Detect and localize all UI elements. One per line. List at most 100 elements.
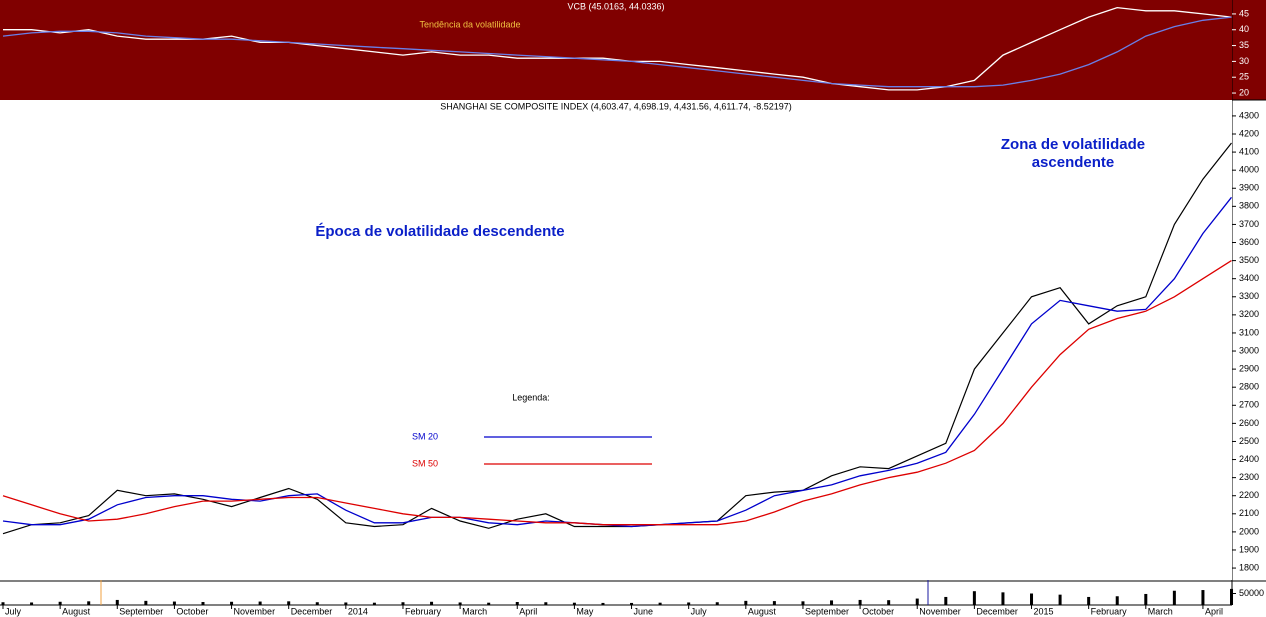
volume-bar	[1115, 596, 1119, 605]
volume-bar	[344, 602, 348, 605]
y-tick-label: 2200	[1239, 490, 1259, 500]
legend-label: SM 50	[412, 458, 438, 468]
series-line	[2, 196, 1233, 528]
y-tick-label: 3100	[1239, 327, 1259, 337]
y-tick-label: 2600	[1239, 418, 1259, 428]
x-tick-label: July	[691, 606, 708, 616]
series-line	[2, 260, 1232, 526]
volume-bar	[1030, 593, 1034, 605]
plot-bg	[0, 100, 1232, 580]
volume-bar	[30, 602, 34, 605]
y-tick-label: 25	[1239, 72, 1249, 82]
volume-bar	[144, 600, 148, 605]
y-tick-label: 30	[1239, 56, 1249, 66]
volume-bar	[315, 602, 319, 605]
x-tick-label: August	[62, 606, 91, 616]
volume-bar	[630, 602, 634, 605]
volume-bar	[258, 601, 262, 605]
volume-bar	[1201, 590, 1205, 605]
chart-title: SHANGHAI SE COMPOSITE INDEX (4,603.47, 4…	[440, 101, 792, 111]
x-tick-label: May	[576, 606, 594, 616]
volume-bar	[87, 601, 91, 605]
chart-title: VCB (45.0163, 44.0336)	[567, 1, 664, 11]
x-tick-label: March	[462, 606, 487, 616]
volume-bar	[915, 598, 919, 605]
volume-bar	[172, 601, 176, 605]
x-tick-label: October	[862, 606, 894, 616]
volume-bar	[515, 602, 519, 605]
legend-label: SM 20	[412, 431, 438, 441]
volume-bar	[744, 600, 748, 605]
annotation: Época de volatilidade descendente	[315, 223, 565, 240]
y-tick-label: 3800	[1239, 201, 1259, 211]
volume-bar	[487, 602, 491, 605]
y-tick-label: 4000	[1239, 165, 1259, 175]
volume-bar	[430, 601, 434, 605]
volume-bar	[601, 602, 605, 605]
y-tick-label: 3200	[1239, 309, 1259, 319]
volume-bar	[58, 601, 62, 605]
y-tick-label: 2700	[1239, 400, 1259, 410]
plot-bg	[0, 0, 1232, 100]
y-tick-label: 20	[1239, 87, 1249, 97]
y-tick-label: 2000	[1239, 526, 1259, 536]
x-tick-label: September	[119, 606, 163, 616]
x-tick-label: April	[1205, 606, 1223, 616]
y-tick-label: 3000	[1239, 345, 1259, 355]
y-tick-label: 50000	[1239, 588, 1264, 598]
volume-bar	[830, 600, 834, 605]
series-line	[2, 16, 1232, 88]
y-tick-label: 2900	[1239, 363, 1259, 373]
x-tick-label: September	[805, 606, 849, 616]
x-tick-label: June	[634, 606, 654, 616]
y-tick-label: 1800	[1239, 562, 1259, 572]
y-tick-label: 2400	[1239, 454, 1259, 464]
x-tick-label: February	[1091, 606, 1128, 616]
x-tick-label: 2014	[348, 606, 368, 616]
y-tick-label: 3900	[1239, 183, 1259, 193]
volume-bar	[801, 601, 805, 605]
y-tick-label: 45	[1239, 8, 1249, 18]
legend-title: Legenda:	[512, 392, 550, 402]
volume-bar	[1058, 594, 1062, 605]
volume-bar	[372, 602, 376, 605]
annotation: Zona de volatilidade ascendente	[1000, 136, 1146, 171]
volume-bar	[572, 602, 576, 605]
y-tick-label: 2800	[1239, 382, 1259, 392]
volume-bar	[401, 602, 405, 605]
volume-bar	[544, 602, 548, 605]
volume-bar	[944, 596, 948, 605]
x-tick-label: April	[519, 606, 537, 616]
volume-bar	[1001, 592, 1005, 605]
y-tick-label: 4300	[1239, 110, 1259, 120]
y-tick-label: 4200	[1239, 128, 1259, 138]
volume-bar	[687, 602, 691, 605]
y-tick-label: 2500	[1239, 436, 1259, 446]
x-tick-label: December	[291, 606, 333, 616]
x-tick-label: November	[919, 606, 961, 616]
x-tick-label: November	[234, 606, 276, 616]
annotation: Tendência da volatilidade	[419, 19, 520, 29]
volume-bar	[1144, 593, 1148, 605]
x-tick-label: March	[1148, 606, 1173, 616]
y-tick-label: 3700	[1239, 219, 1259, 229]
volume-bar	[287, 601, 291, 605]
x-tick-label: 2015	[1034, 606, 1054, 616]
y-tick-label: 35	[1239, 40, 1249, 50]
volume-bar	[887, 600, 891, 605]
y-tick-label: 1900	[1239, 544, 1259, 554]
x-tick-label: July	[5, 606, 22, 616]
volume-bar	[1, 602, 5, 605]
y-tick-label: 3600	[1239, 237, 1259, 247]
x-tick-label: August	[748, 606, 777, 616]
y-tick-label: 2100	[1239, 508, 1259, 518]
volume-bar	[115, 599, 119, 605]
y-tick-label: 4100	[1239, 146, 1259, 156]
x-tick-label: February	[405, 606, 442, 616]
y-tick-label: 3300	[1239, 291, 1259, 301]
volume-bar	[772, 601, 776, 605]
volume-bar	[715, 602, 719, 605]
y-tick-label: 2300	[1239, 472, 1259, 482]
volume-bar	[972, 591, 976, 605]
